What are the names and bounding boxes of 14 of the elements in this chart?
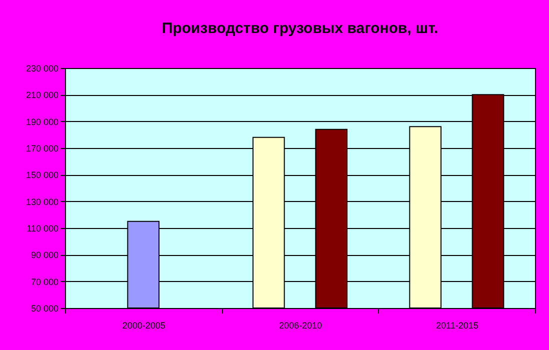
y-tick-label: 50 000 (30, 304, 58, 314)
y-tick-label: 130 000 (26, 196, 58, 207)
y-tick-label: 110 000 (26, 224, 58, 234)
x-tick-label: 2006-2010 (278, 320, 322, 330)
y-tick-label: 230 000 (26, 64, 58, 74)
y-tick-label: 210 000 (26, 90, 58, 100)
y-tick-label: 170 000 (26, 144, 58, 154)
x-tick-label: 2000-2005 (122, 320, 166, 330)
chart-title: Производство грузовых вагонов, шт. (162, 20, 438, 37)
y-tick-label: 150 000 (26, 170, 58, 180)
y-tick-label: 90 000 (30, 250, 58, 260)
y-tick-label: 70 000 (30, 276, 58, 287)
y-tick-label: 190 000 (26, 116, 58, 127)
x-tick-label: 2011-2015 (436, 320, 478, 330)
